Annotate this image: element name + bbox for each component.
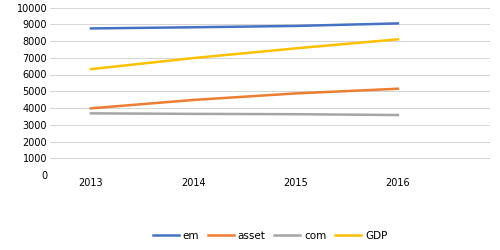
asset (190, 98, 196, 102)
GDP (292, 47, 298, 50)
Legend: em, asset, com, GDP: em, asset, com, GDP (148, 226, 392, 245)
em (88, 27, 94, 30)
Line: asset: asset (91, 89, 398, 108)
GDP (395, 38, 401, 41)
em (190, 26, 196, 29)
Line: GDP: GDP (91, 39, 398, 69)
em (292, 24, 298, 28)
GDP (88, 68, 94, 71)
com (190, 112, 196, 115)
asset (395, 87, 401, 90)
em (395, 22, 401, 25)
com (395, 114, 401, 116)
Line: em: em (91, 24, 398, 28)
com (292, 113, 298, 116)
GDP (190, 56, 196, 59)
com (88, 112, 94, 115)
asset (88, 107, 94, 110)
asset (292, 92, 298, 95)
Line: com: com (91, 113, 398, 115)
